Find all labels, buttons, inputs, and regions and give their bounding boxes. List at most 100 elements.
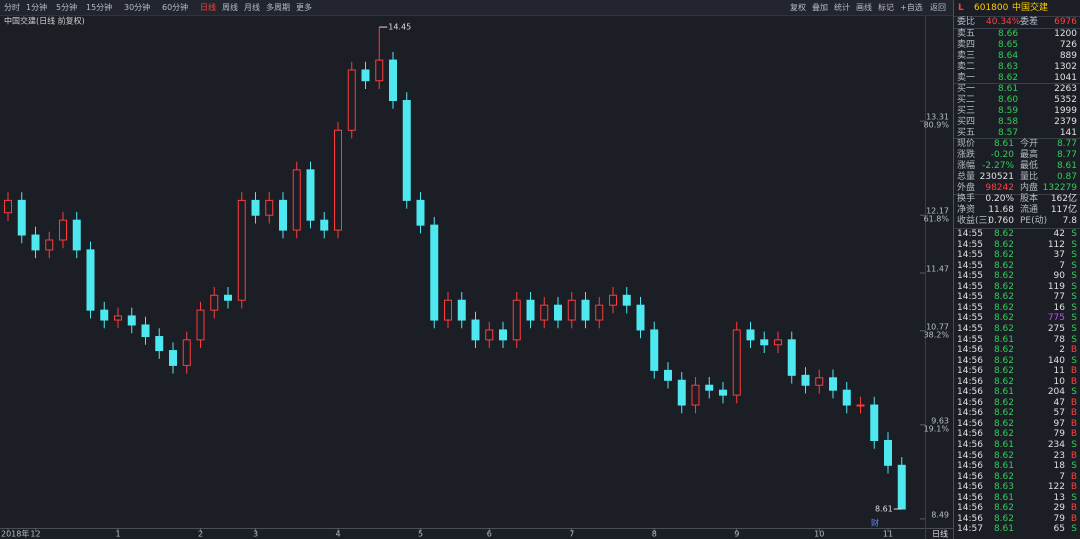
trade-time: 14:55: [957, 292, 983, 303]
stat-value: 8.77: [1056, 150, 1077, 160]
trade-side: B: [1070, 376, 1077, 387]
book-label: 卖四: [957, 40, 976, 50]
candle-body: [760, 339, 769, 346]
book-volume: 889: [1059, 51, 1077, 61]
y-tick-note: 19.1%: [924, 424, 950, 433]
period-tab[interactable]: 15分钟: [86, 3, 113, 12]
book-volume: 141: [1059, 128, 1077, 138]
trade-side: S: [1071, 271, 1077, 282]
x-tick-label: 12: [30, 530, 40, 539]
trade-time: 14:56: [957, 355, 983, 366]
candle-body: [856, 404, 865, 407]
trade-price: 8.62: [993, 345, 1014, 356]
candle-body: [306, 169, 315, 221]
candle-body: [746, 329, 755, 341]
candle-body: [279, 199, 287, 231]
trade-volume: 97: [1053, 418, 1065, 429]
book-volume: 1999: [1054, 106, 1077, 116]
candle-body: [719, 389, 727, 396]
candle-body: [829, 377, 837, 391]
period-tab[interactable]: 日线: [200, 3, 216, 12]
trade-side: B: [1070, 366, 1077, 377]
trade-volume: 2: [1059, 345, 1065, 356]
trade-time: 14:56: [957, 366, 983, 377]
tool-button[interactable]: +自选: [900, 3, 923, 12]
stat-label: 内盘: [1020, 183, 1039, 193]
trade-volume: 77: [1053, 292, 1065, 303]
period-tab[interactable]: 5分钟: [56, 3, 78, 12]
candle-body: [72, 219, 81, 251]
tool-button[interactable]: 标记: [878, 3, 894, 12]
y-tick-note: 61.8%: [924, 215, 950, 224]
stat-label: 最高: [1020, 150, 1039, 160]
tool-button[interactable]: 复权: [790, 3, 806, 12]
stat-value: 0.760: [988, 216, 1014, 226]
trade-volume: 234: [1047, 440, 1065, 450]
period-tab[interactable]: 月线: [244, 3, 260, 12]
tool-button[interactable]: 叠加: [812, 3, 828, 12]
stock-code: 601800: [974, 3, 1009, 13]
y-tick-label: 11.47: [926, 265, 949, 274]
period-tab[interactable]: 周线: [222, 3, 238, 12]
trade-side: S: [1071, 260, 1077, 271]
trade-side: S: [1071, 292, 1077, 303]
candle-body: [485, 329, 494, 341]
trade-time: 14:57: [957, 524, 983, 535]
trade-price: 8.62: [993, 239, 1014, 250]
candle-body: [375, 59, 384, 82]
separator: [954, 194, 1080, 195]
trade-price: 8.61: [993, 461, 1014, 472]
period-tab[interactable]: 多周期: [266, 3, 290, 12]
book-price: 8.66: [998, 29, 1019, 39]
book-label: 买五: [957, 128, 976, 138]
trade-side: S: [1071, 492, 1077, 503]
trade-time: 14:56: [957, 418, 983, 429]
x-tick-label: 4: [335, 530, 340, 539]
trade-price: 8.62: [993, 408, 1014, 419]
period-tab[interactable]: 60分钟: [162, 3, 189, 12]
candle-body: [581, 299, 590, 321]
stat-label: 涨幅: [957, 161, 976, 171]
stat-value: 8.61: [993, 139, 1014, 149]
trade-side: B: [1070, 429, 1077, 440]
book-price: 8.64: [998, 51, 1019, 61]
tool-button[interactable]: 画线: [856, 3, 872, 12]
toolbar: 分时 1分钟 5分钟 15分钟 30分钟 60分钟 日线 周线 月线 多周期 更多 返回 +自选 标记 画线…: [0, 0, 953, 16]
trade-side: S: [1071, 440, 1077, 450]
book-volume: 1200: [1054, 29, 1077, 39]
stat-value: 117亿: [1050, 205, 1077, 215]
tool-button[interactable]: 统计: [834, 3, 850, 12]
candle-body: [59, 219, 67, 241]
trade-volume: 119: [1047, 281, 1065, 292]
stat-label: 股本: [1020, 194, 1039, 204]
candle-body: [334, 129, 342, 231]
trade-volume: 42: [1053, 229, 1065, 239]
book-label: 买一: [957, 84, 976, 94]
book-price: 8.60: [998, 95, 1019, 105]
trade-side: S: [1071, 281, 1077, 292]
stat-value: 0.87: [1056, 172, 1077, 182]
trade-price: 8.62: [993, 376, 1014, 387]
period-tab[interactable]: 分时: [4, 3, 20, 12]
candle-body: [444, 299, 452, 321]
trade-time: 14:56: [957, 440, 983, 450]
trade-price: 8.62: [993, 281, 1014, 292]
x-tick-label: 6: [487, 530, 492, 539]
book-price: 8.63: [998, 62, 1019, 72]
trade-time: 14:56: [957, 492, 983, 503]
bottom-tab: 日线: [932, 529, 948, 539]
stat-label: 最低: [1020, 161, 1039, 171]
stat-value: 132279: [1042, 183, 1077, 193]
period-tab[interactable]: 1分钟: [26, 3, 48, 12]
period-tab[interactable]: 30分钟: [124, 3, 151, 12]
tool-button[interactable]: 返回: [930, 3, 946, 12]
period-tab[interactable]: 更多: [296, 3, 312, 12]
trade-volume: 37: [1053, 250, 1065, 261]
trade-side: B: [1070, 503, 1077, 514]
trade-time: 14:56: [957, 450, 983, 461]
candle-body: [430, 224, 439, 321]
y-tick-label: 10.77: [926, 322, 949, 331]
trade-price: 8.62: [993, 366, 1014, 377]
trade-volume: 7: [1059, 471, 1065, 482]
book-label: 卖三: [957, 51, 976, 61]
